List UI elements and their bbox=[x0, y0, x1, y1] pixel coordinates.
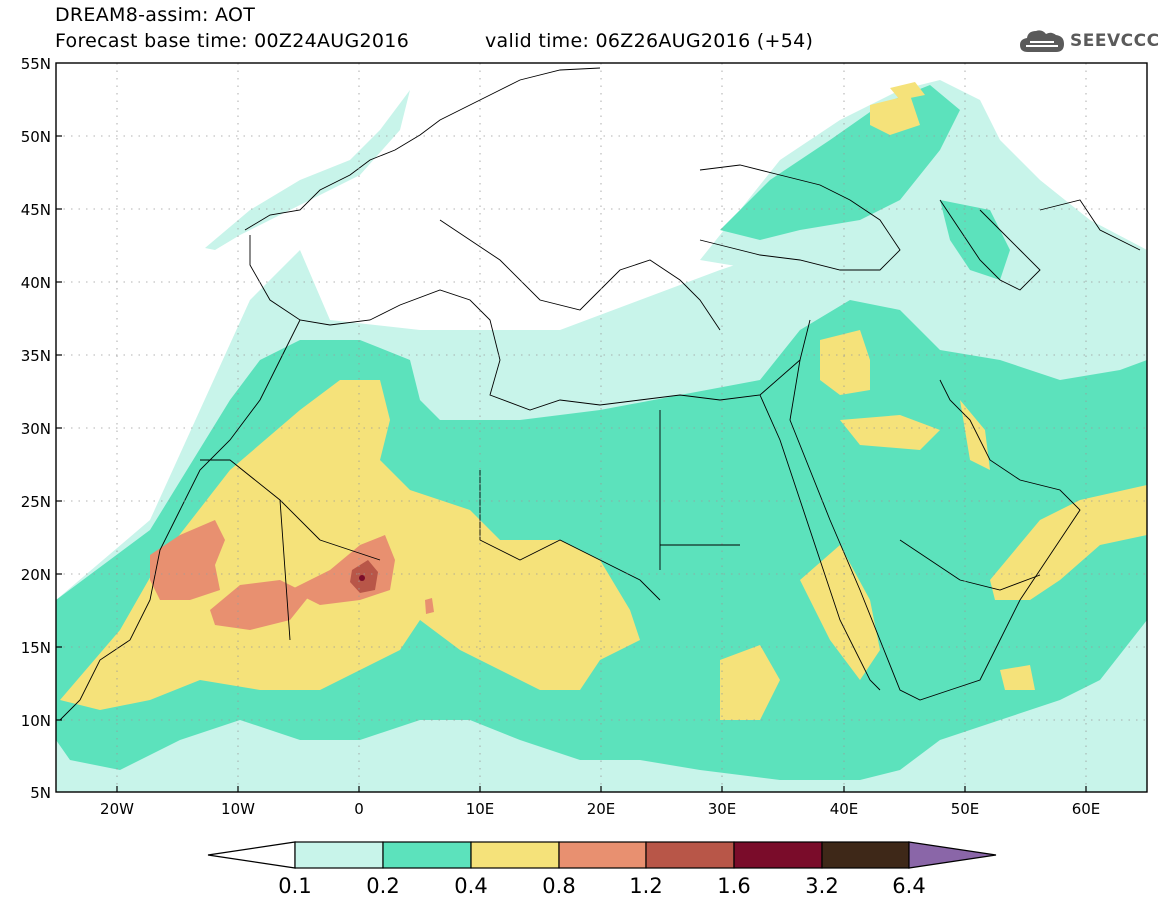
lat-tick-label: 20N bbox=[21, 566, 51, 584]
lon-tick-label: 40E bbox=[830, 800, 859, 818]
logo-text: SEEVCCC bbox=[1070, 31, 1160, 51]
lat-tick-label: 55N bbox=[21, 55, 51, 73]
lon-tick-label: 60E bbox=[1072, 800, 1101, 818]
colorbar-swatch bbox=[821, 841, 910, 869]
colorbar-label: 3.2 bbox=[805, 874, 838, 898]
colorbar-label: 0.4 bbox=[454, 874, 487, 898]
aot-band-1.6-3.2 bbox=[359, 575, 365, 581]
colorbar-label: 1.6 bbox=[717, 874, 750, 898]
lon-tick-label: 30E bbox=[708, 800, 737, 818]
colorbar-label: 0.1 bbox=[278, 874, 311, 898]
lon-tick-label: 50E bbox=[951, 800, 980, 818]
lon-tick-label: 20E bbox=[587, 800, 616, 818]
colorbar-swatch bbox=[294, 841, 384, 869]
colorbar-label: 0.2 bbox=[366, 874, 399, 898]
colorbar-swatch bbox=[470, 841, 560, 869]
valid-time: valid time: 06Z26AUG2016 (+54) bbox=[485, 30, 814, 52]
colorbar-swatch bbox=[645, 841, 735, 869]
seevccc-logo: SEEVCCC bbox=[1018, 24, 1160, 58]
colorbar-label: 6.4 bbox=[892, 874, 925, 898]
lat-tick-label: 50N bbox=[21, 128, 51, 146]
lon-tick-label: 20W bbox=[100, 800, 134, 818]
lat-tick-label: 40N bbox=[21, 274, 51, 292]
colorbar-swatch bbox=[733, 841, 823, 869]
lon-tick-label: 0 bbox=[354, 800, 364, 818]
colorbar-label: 0.8 bbox=[542, 874, 575, 898]
cloud-icon bbox=[1020, 30, 1064, 52]
coastlines-borders bbox=[59, 67, 1141, 721]
colorbar-low-arrow bbox=[207, 841, 296, 869]
aot-fields bbox=[56, 80, 1147, 792]
colorbar-swatch bbox=[382, 841, 472, 869]
aot-map: 20W 10W 0 10E 20E 30E 40E 50E 60E 55N 50… bbox=[21, 55, 1148, 818]
aot-colorbar: 0.1 0.2 0.4 0.8 1.2 1.6 3.2 6.4 bbox=[207, 841, 997, 898]
map-title: DREAM8-assim: AOT bbox=[55, 4, 256, 26]
graticule bbox=[56, 63, 1147, 792]
lon-tick-label: 10E bbox=[466, 800, 495, 818]
colorbar-label: 1.2 bbox=[629, 874, 662, 898]
forecast-base-time: Forecast base time: 00Z24AUG2016 bbox=[55, 30, 410, 52]
colorbar-swatch bbox=[558, 841, 647, 869]
axis-ticks bbox=[56, 135, 1087, 792]
lat-tick-label: 25N bbox=[21, 493, 51, 511]
lat-tick-label: 15N bbox=[21, 639, 51, 657]
lat-tick-label: 45N bbox=[21, 201, 51, 219]
colorbar-high-arrow bbox=[908, 841, 997, 869]
lat-tick-label: 30N bbox=[21, 420, 51, 438]
lat-tick-label: 10N bbox=[21, 712, 51, 730]
lat-tick-label: 35N bbox=[21, 347, 51, 365]
lat-tick-label: 5N bbox=[30, 784, 51, 802]
map-header: DREAM8-assim: AOT Forecast base time: 00… bbox=[0, 0, 1165, 60]
lon-tick-label: 10W bbox=[221, 800, 255, 818]
